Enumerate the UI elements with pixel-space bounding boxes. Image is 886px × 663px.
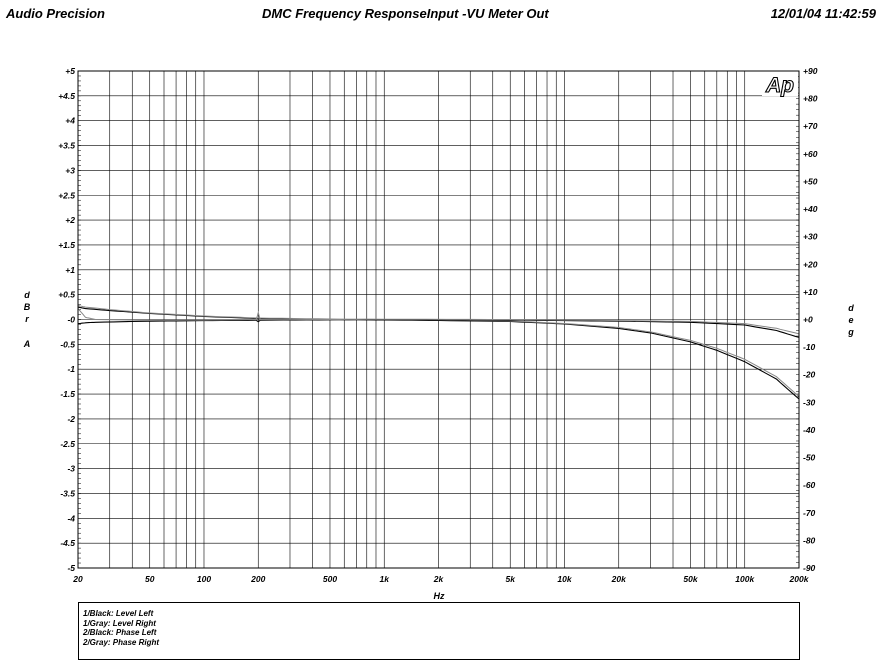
y-left-tick-label: +1.5 — [58, 240, 75, 250]
legend: 1/Black: Level Left 1/Gray: Level Right 2/… — [78, 602, 800, 660]
y-left-tick-label: +3 — [65, 165, 75, 175]
y-right-tick-label: -40 — [803, 425, 816, 435]
y-right-tick-label: +20 — [803, 259, 818, 269]
y-right-tick-label: +60 — [803, 149, 818, 159]
y-left-tick-label: +2.5 — [58, 190, 75, 200]
legend-entry: 2/Gray: Phase Right — [83, 637, 160, 647]
x-tick-label: 100k — [735, 574, 755, 584]
y-left-tick-label: +0.5 — [58, 290, 75, 300]
x-tick-label: 20k — [611, 574, 627, 584]
y-left-tick-labels: +5 +4.5 +4 +3.5 +3 +2.5 +2 +1.5 +1 +0.5 -0 -0.5 -1 -1… — [58, 66, 75, 573]
y-right-axis-label: deg — [847, 303, 854, 337]
y-left-axis-label: dBr A — [23, 290, 31, 349]
y-right-tick-label: +70 — [803, 121, 818, 131]
plot-frame — [77, 70, 800, 569]
y-left-tick-label: -2.5 — [60, 439, 75, 449]
x-tick-labels: 20 50 100 200 500 1k 2k 5k 10k 20k 50k 100k 200k — [72, 574, 809, 584]
y-right-tick-label: -80 — [803, 535, 816, 545]
y-left-tick-label: -0.5 — [60, 339, 75, 349]
y-right-tick-label: +90 — [803, 66, 818, 76]
y-right-tick-label: +30 — [803, 232, 818, 242]
x-tick-label: 50 — [145, 574, 155, 584]
x-tick-label: 1k — [380, 574, 391, 584]
series-layer — [77, 305, 800, 400]
y-right-tick-label: +80 — [803, 94, 818, 104]
y-right-tick-label: -60 — [803, 480, 816, 490]
x-tick-label: 20 — [72, 574, 83, 584]
y-left-tick-label: +4 — [65, 116, 75, 126]
y-left-label-char: B — [24, 302, 31, 312]
legend-entry: 1/Gray: Level Right — [83, 618, 156, 628]
y-left-tick-label: -1.5 — [60, 389, 75, 399]
y-right-tick-labels: +90 +80 +70 +60 +50 +40 +30 +20 +10 +0 -10 -20 -30 -4… — [803, 66, 818, 573]
y-right-tick-label: -10 — [803, 342, 816, 352]
y-right-tick-label: -30 — [803, 397, 816, 407]
y-left-tick-label: -5 — [67, 563, 75, 573]
y-right-tick-label: +0 — [803, 315, 813, 325]
legend-entry: 2/Black: Phase Left — [83, 628, 157, 637]
x-tick-label: 100 — [197, 574, 211, 584]
y-left-tick-label: +5 — [65, 66, 75, 76]
y-left-tick-label: +3.5 — [58, 141, 75, 151]
y-right-tick-label: -50 — [803, 453, 816, 463]
y-left-tick-label: -4 — [67, 513, 75, 523]
y-right-label-char: g — [847, 327, 854, 337]
y-left-tick-label: -1 — [67, 364, 75, 374]
y-right-label-char: e — [848, 315, 853, 325]
y-left-tick-label: -0 — [67, 315, 75, 325]
y-left-label-char: d — [24, 290, 30, 300]
x-tick-label: 5k — [505, 574, 516, 584]
timestamp: 12/01/04 11:42:59 — [770, 6, 876, 21]
series-line-4 — [77, 308, 800, 335]
x-tick-label: 50k — [683, 574, 698, 584]
y-right-tick-label: -20 — [803, 370, 816, 380]
x-axis-label: Hz — [434, 591, 445, 600]
y-left-tick-label: +1 — [65, 265, 75, 275]
y-left-tick-label: -3 — [67, 464, 75, 474]
y-right-tick-label: +40 — [803, 204, 818, 214]
y-left-tick-label: -4.5 — [60, 538, 75, 548]
chart-title: DMC Frequency ResponseInput -VU Meter Ou… — [262, 6, 549, 21]
x-tick-label: 200k — [789, 574, 810, 584]
y-left-tick-label: -2 — [67, 414, 75, 424]
y-right-tick-label: -70 — [803, 508, 816, 518]
ap-logo-text: Ap — [765, 74, 794, 97]
y-right-tick-label: -90 — [803, 563, 816, 573]
x-tick-label: 200 — [250, 574, 265, 584]
y-right-tick-label: +50 — [803, 176, 818, 186]
frequency-response-chart: 20 50 100 200 500 1k 2k 5k 10k 20k 50k 100k 200k +5+… — [23, 66, 855, 600]
y-right-label-char: d — [848, 303, 854, 313]
x-tick-label: 2k — [433, 574, 445, 584]
x-tick-label: 500 — [323, 574, 337, 584]
y-left-tick-label: +4.5 — [58, 91, 75, 101]
legend-entry: 1/Black: Level Left — [83, 609, 154, 618]
y-right-tick-label: +10 — [803, 287, 818, 297]
series-line-2 — [77, 305, 800, 397]
y-left-label-char: A — [23, 339, 31, 349]
brand-label: Audio Precision — [6, 6, 105, 21]
ap-logo: Ap — [762, 72, 798, 98]
y-left-tick-label: +2 — [65, 215, 75, 225]
x-tick-label: 10k — [557, 574, 572, 584]
y-left-label-char: r — [25, 314, 29, 324]
y-left-tick-label: -3.5 — [60, 488, 75, 498]
